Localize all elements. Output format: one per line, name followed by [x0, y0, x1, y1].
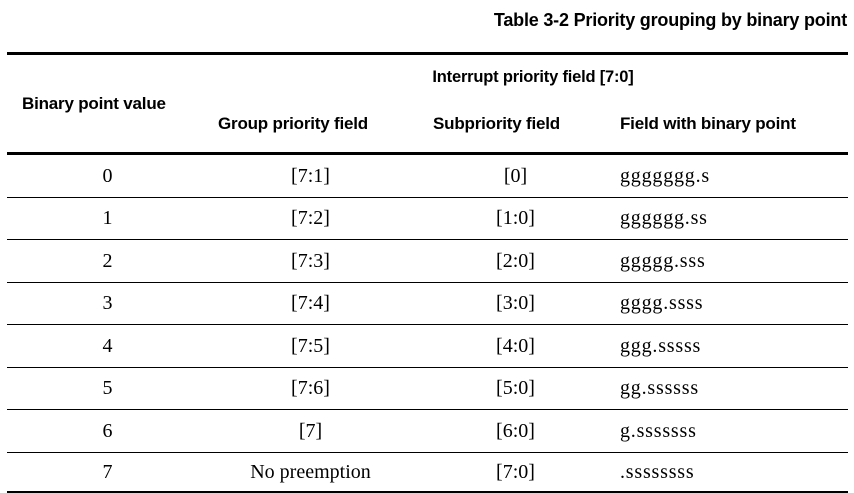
header-interrupt-priority-field: Interrupt priority field [7:0]	[432, 68, 634, 86]
cell-subpriority-field: [6:0]	[496, 419, 535, 442]
cell-binary-point-value: 0	[102, 164, 113, 187]
cell-group-priority-field: [7:2]	[291, 207, 330, 230]
table-row: 0 [7:1] [0] ggggggg.s	[7, 155, 848, 198]
header-group-priority-field: Group priority field	[218, 114, 368, 133]
cell-field-with-binary-point: gggg.ssss	[620, 292, 704, 315]
cell-subpriority-field: [1:0]	[496, 207, 535, 230]
cell-subpriority-field: [7:0]	[496, 460, 535, 483]
cell-group-priority-field: No preemption	[250, 460, 371, 483]
cell-group-priority-field: [7:1]	[291, 164, 330, 187]
cell-group-priority-field: [7:5]	[291, 334, 330, 357]
cell-field-with-binary-point: ggg.sssss	[620, 334, 702, 357]
table-row: 3 [7:4] [3:0] gggg.ssss	[7, 283, 848, 325]
table-row: 6 [7] [6:0] g.sssssss	[7, 410, 848, 453]
cell-group-priority-field: [7]	[298, 419, 323, 442]
cell-binary-point-value: 1	[102, 207, 113, 230]
table-row: 7 No preemption [7:0] .ssssssss	[7, 453, 848, 493]
cell-field-with-binary-point: ggggg.sss	[620, 249, 706, 272]
header-subpriority-field: Subpriority field	[433, 114, 560, 133]
cell-binary-point-value: 5	[102, 377, 113, 400]
cell-field-with-binary-point: ggggggg.s	[620, 164, 710, 187]
table-row: 5 [7:6] [5:0] gg.ssssss	[7, 368, 848, 410]
table-caption: Table 3-2 Priority grouping by binary po…	[493, 10, 847, 30]
cell-group-priority-field: [7:6]	[291, 377, 330, 400]
cell-binary-point-value: 2	[102, 249, 113, 272]
cell-binary-point-value: 4	[102, 334, 113, 357]
cell-subpriority-field: [3:0]	[496, 292, 535, 315]
cell-binary-point-value: 7	[102, 460, 113, 483]
cell-field-with-binary-point: g.sssssss	[620, 419, 697, 442]
priority-grouping-table: Binary point value Interrupt priority fi…	[7, 52, 848, 493]
cell-field-with-binary-point: .ssssssss	[620, 460, 695, 483]
cell-field-with-binary-point: gggggg.ss	[620, 207, 708, 230]
sub-header-row: Group priority field Subpriority field F…	[218, 114, 848, 134]
table-header: Binary point value Interrupt priority fi…	[7, 55, 848, 155]
table-row: 4 [7:5] [4:0] ggg.sssss	[7, 325, 848, 368]
table-row: 2 [7:3] [2:0] ggggg.sss	[7, 240, 848, 283]
cell-group-priority-field: [7:3]	[291, 249, 330, 272]
table-body: 0 [7:1] [0] ggggggg.s 1 [7:2] [1:0] gggg…	[7, 155, 848, 493]
cell-subpriority-field: [4:0]	[496, 334, 535, 357]
header-field-with-binary-point: Field with binary point	[620, 114, 796, 133]
table-row: 1 [7:2] [1:0] gggggg.ss	[7, 198, 848, 240]
cell-subpriority-field: [2:0]	[496, 249, 535, 272]
cell-binary-point-value: 3	[102, 292, 113, 315]
cell-subpriority-field: [0]	[503, 164, 528, 187]
cell-group-priority-field: [7:4]	[291, 292, 330, 315]
cell-field-with-binary-point: gg.ssssss	[620, 377, 699, 400]
cell-subpriority-field: [5:0]	[496, 377, 535, 400]
header-binary-point-value: Binary point value	[22, 93, 166, 113]
document-page: Table 3-2 Priority grouping by binary po…	[0, 9, 854, 493]
cell-binary-point-value: 6	[102, 419, 113, 442]
header-right-group: Interrupt priority field [7:0] Group pri…	[218, 55, 848, 152]
